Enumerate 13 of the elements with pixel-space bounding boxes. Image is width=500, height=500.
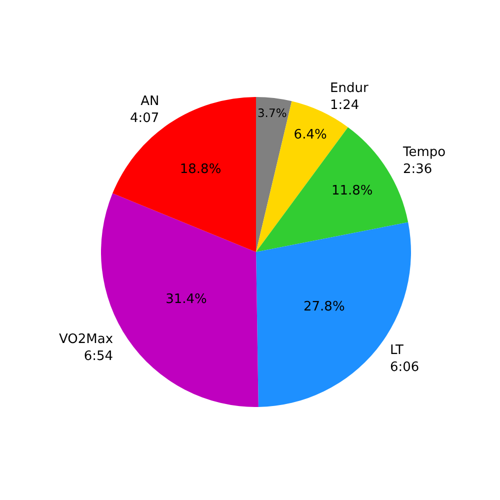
data-label: 11.8% [331, 184, 373, 199]
data-label: 27.8% [304, 300, 345, 315]
slice-label: Endur 1:24 [330, 81, 369, 113]
slice-label: Tempo 2:36 [402, 145, 446, 177]
slice-label: LT 6:06 [390, 343, 420, 375]
data-label: 18.8% [180, 162, 222, 177]
data-label: 31.4% [166, 292, 207, 308]
data-label: 3.7% [257, 106, 287, 120]
pie-slice [256, 97, 292, 252]
slice-label: VO2Max 6:54 [59, 332, 114, 364]
data-label: 6.4% [294, 127, 327, 142]
pie-slice [112, 97, 256, 252]
slice-label: AN 4:07 [130, 94, 160, 126]
